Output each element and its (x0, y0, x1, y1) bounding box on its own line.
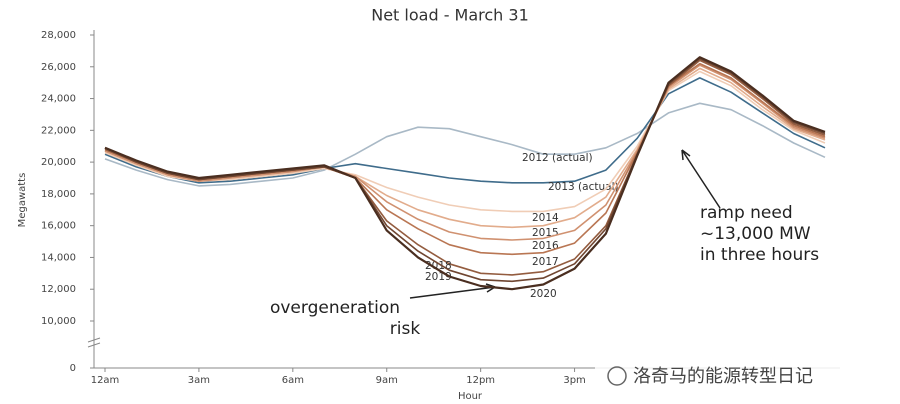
series-label: 2012 (actual) (522, 152, 593, 164)
arrow-head (681, 149, 691, 161)
y-axis-title: Megawatts (17, 173, 28, 228)
annotation-arrow (409, 286, 496, 299)
annotation-arrow (681, 149, 721, 209)
annotation: overgeneration (270, 298, 400, 318)
chart-title: Net load - March 31 (371, 6, 529, 25)
watermark-bg (595, 362, 900, 392)
series-label: 2016 (532, 240, 559, 252)
series-label: 2017 (532, 256, 559, 268)
annotation: risk (390, 319, 421, 339)
axis-break (87, 337, 101, 348)
annotation: in three hours (700, 245, 819, 265)
y-tick-label: 14,000 (41, 252, 76, 263)
y-tick-label: 26,000 (41, 62, 76, 73)
series-label: 2018 (425, 260, 452, 272)
x-tick-label: 6am (282, 375, 304, 386)
annotation: ramp need (700, 203, 793, 223)
x-tick-label: 12am (91, 375, 120, 386)
series-label: 2019 (425, 271, 452, 283)
series-line (104, 70, 826, 213)
y-tick-label: 28,000 (41, 30, 76, 41)
y-tick-label: 0 (70, 363, 76, 374)
series-line (104, 57, 826, 283)
series-label: 2013 (actual) (548, 181, 619, 193)
y-tick-label: 22,000 (41, 125, 76, 136)
y-tick-label: 20,000 (41, 157, 76, 168)
series-label: 2014 (532, 212, 559, 224)
x-tick-label: 3pm (563, 375, 585, 386)
watermark-icon (607, 366, 627, 386)
x-axis-title: Hour (458, 391, 483, 402)
series-line (104, 64, 826, 241)
x-tick-label: 9am (376, 375, 398, 386)
x-tick-label: 12pm (466, 375, 495, 386)
y-tick-label: 12,000 (41, 284, 76, 295)
series-line (104, 56, 826, 291)
y-tick-label: 16,000 (41, 221, 76, 232)
annotation: ~13,000 MW (700, 224, 811, 244)
series-line (104, 77, 826, 184)
series-line (104, 102, 826, 187)
y-tick-label: 18,000 (41, 189, 76, 200)
watermark: 洛奇马的能源转型日记 (633, 366, 813, 387)
x-tick-label: 3am (188, 375, 210, 386)
y-tick-label: 24,000 (41, 94, 76, 105)
series-label: 2020 (530, 288, 557, 300)
y-tick-label: 10,000 (41, 316, 76, 327)
